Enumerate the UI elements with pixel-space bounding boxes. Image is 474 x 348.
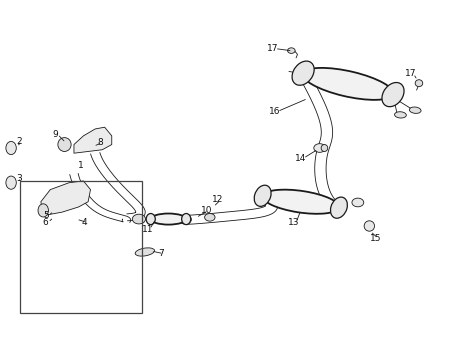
Ellipse shape (135, 248, 155, 256)
Text: 17: 17 (267, 44, 278, 53)
Ellipse shape (146, 214, 155, 224)
Text: 11: 11 (141, 225, 153, 234)
Polygon shape (41, 181, 91, 216)
Text: 3: 3 (17, 174, 22, 183)
Ellipse shape (321, 144, 328, 151)
Text: 14: 14 (295, 154, 307, 163)
Ellipse shape (415, 80, 423, 87)
Text: 7: 7 (158, 249, 164, 258)
Ellipse shape (394, 112, 406, 118)
Ellipse shape (263, 190, 339, 214)
Text: 2: 2 (17, 136, 22, 145)
Ellipse shape (205, 214, 215, 221)
Text: 13: 13 (288, 218, 300, 227)
Polygon shape (74, 127, 112, 153)
Ellipse shape (288, 48, 295, 53)
Text: 10: 10 (201, 206, 212, 215)
Ellipse shape (410, 107, 421, 113)
Text: 9: 9 (52, 130, 58, 139)
Ellipse shape (382, 82, 404, 107)
Ellipse shape (6, 176, 16, 189)
Text: 12: 12 (212, 196, 224, 205)
Ellipse shape (182, 214, 191, 224)
Text: 16: 16 (269, 107, 281, 116)
Text: 8: 8 (97, 138, 103, 147)
Text: 1: 1 (78, 161, 84, 170)
Ellipse shape (132, 214, 146, 224)
Ellipse shape (151, 214, 186, 224)
Ellipse shape (303, 68, 393, 100)
Ellipse shape (58, 137, 71, 151)
Text: 5: 5 (43, 211, 49, 220)
Text: 6: 6 (43, 218, 48, 227)
Ellipse shape (352, 198, 364, 207)
Ellipse shape (314, 144, 326, 152)
Ellipse shape (330, 197, 347, 218)
Ellipse shape (292, 61, 314, 85)
Text: 4: 4 (82, 218, 88, 227)
Ellipse shape (254, 185, 271, 206)
Text: 17: 17 (405, 69, 417, 78)
Text: 15: 15 (370, 234, 381, 243)
Ellipse shape (6, 141, 16, 155)
Ellipse shape (364, 221, 374, 231)
Bar (19, 181, 143, 313)
Ellipse shape (38, 204, 48, 217)
